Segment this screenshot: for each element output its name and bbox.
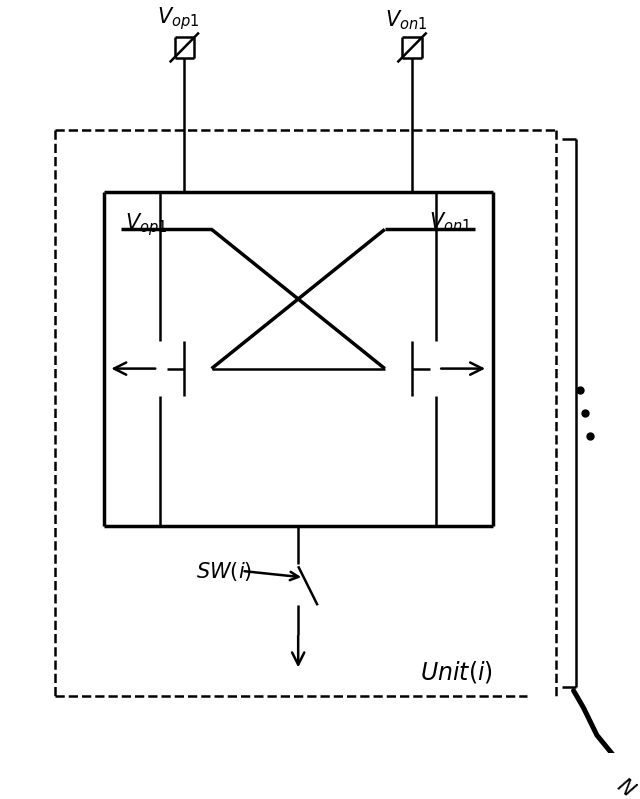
Text: $N$: $N$ [613, 775, 639, 799]
Text: $Unit(i)$: $Unit(i)$ [420, 659, 493, 685]
Text: $V_{on1}$: $V_{on1}$ [385, 8, 428, 32]
Text: $V_{op1}$: $V_{op1}$ [125, 211, 167, 237]
Text: $V_{on1}$: $V_{on1}$ [429, 211, 472, 234]
Text: $V_{op1}$: $V_{op1}$ [157, 5, 200, 32]
Text: $SW(i)$: $SW(i)$ [196, 560, 252, 583]
